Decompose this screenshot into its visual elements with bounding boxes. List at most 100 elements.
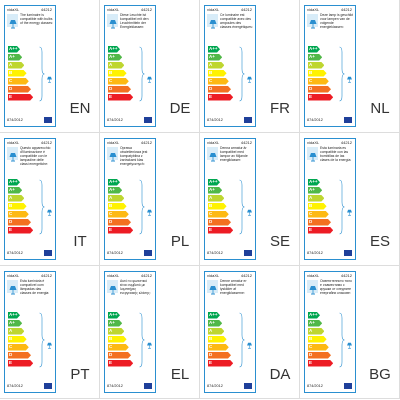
label-cell: vidaXL 44212 Esta luminaria es compatible …: [300, 133, 400, 266]
regulation: 874/2012: [207, 384, 223, 388]
energy-class: A+: [308, 187, 322, 194]
energy-label: vidaXL 44212 Ce luminaire est compatible a…: [204, 5, 256, 127]
lamp-icon: [108, 149, 118, 162]
energy-label: vidaXL 44212 Denne armatur er kompatibel m…: [204, 271, 256, 393]
energy-class: D: [208, 86, 231, 93]
brace: [39, 312, 45, 368]
regulation: 874/2012: [7, 384, 23, 388]
energy-class: A++: [208, 46, 220, 53]
brand: vidaXL: [207, 6, 220, 12]
energy-label: vidaXL 44212 Diese Leuchte ist kompatibel …: [104, 5, 156, 127]
brace: [139, 46, 145, 102]
energy-class: D: [208, 352, 231, 359]
language-code: NL: [370, 100, 390, 117]
label-cell: vidaXL 44212 Ce luminaire est compatible a…: [200, 0, 300, 133]
language-code: FR: [270, 100, 290, 117]
energy-class: E: [208, 94, 233, 101]
energy-class: B: [208, 70, 227, 77]
description: Esta luminária é compatível com lâmpadas…: [20, 279, 50, 295]
regulation: 874/2012: [307, 118, 323, 122]
eu-flag: [244, 383, 252, 389]
energy-class: A++: [308, 46, 320, 53]
energy-class: D: [108, 352, 131, 359]
regulation: 874/2012: [7, 118, 23, 122]
energy-class: D: [308, 86, 331, 93]
energy-class: C: [208, 344, 229, 351]
label-cell: vidaXL 44212 Diese Leuchte ist kompatibel …: [100, 0, 200, 133]
energy-class: D: [8, 219, 31, 226]
eu-flag: [144, 383, 152, 389]
model: 44212: [40, 6, 52, 12]
brand: vidaXL: [107, 272, 120, 278]
language-code: BG: [369, 366, 391, 383]
energy-class: A++: [8, 179, 20, 186]
regulation: 874/2012: [107, 118, 123, 122]
energy-class: C: [208, 211, 229, 218]
lamp-icon: [108, 282, 118, 295]
energy-class: E: [308, 227, 333, 234]
description: Αυτό το φωτιστικό είναι συμβατό με λαμπτ…: [120, 279, 151, 295]
energy-class: A+: [208, 320, 222, 327]
energy-class: E: [8, 360, 33, 367]
energy-class: A+: [8, 54, 22, 61]
energy-class: A++: [308, 312, 320, 319]
energy-class: B: [208, 203, 227, 210]
energy-class: A: [308, 62, 324, 69]
language-code: ES: [369, 233, 390, 250]
lamp-icon: [246, 70, 253, 83]
brand: vidaXL: [307, 6, 320, 12]
language-code: EN: [69, 100, 91, 117]
energy-class: C: [308, 344, 329, 351]
description: Oprawa oświetleniowa jest kompatybilna z…: [120, 146, 148, 166]
model: 44212: [240, 6, 252, 12]
model: 44212: [240, 272, 252, 278]
brand: vidaXL: [7, 6, 20, 12]
brace: [39, 46, 45, 102]
energy-class: E: [8, 227, 33, 234]
lamp-icon: [8, 16, 18, 29]
energy-class: C: [108, 78, 129, 85]
language-code: PT: [70, 366, 90, 383]
label-cell: vidaXL 44212 Denne armatur er kompatibel m…: [200, 266, 300, 399]
lamp-icon: [146, 70, 153, 83]
energy-label: vidaXL 44212 Questo apparecchio d'illumina…: [4, 138, 56, 260]
energy-class: A: [8, 328, 24, 335]
energy-class: A: [208, 62, 224, 69]
lamp-icon: [246, 203, 253, 216]
model: 44212: [140, 139, 152, 145]
eu-flag: [344, 383, 352, 389]
energy-class: C: [8, 344, 29, 351]
energy-class: D: [108, 219, 131, 226]
label-cell: vidaXL 44212 The luminaire is compatible w…: [0, 0, 100, 133]
model: 44212: [40, 272, 52, 278]
regulation: 874/2012: [107, 251, 123, 255]
energy-class: C: [308, 78, 329, 85]
regulation: 874/2012: [307, 384, 323, 388]
lamp-icon: [346, 70, 353, 83]
description: Esta luminaria es compatible con las bom…: [320, 146, 352, 162]
energy-class: B: [308, 336, 327, 343]
lamp-icon: [308, 149, 318, 162]
lamp-icon: [46, 336, 53, 349]
label-cell: vidaXL 44212 Осветителното тяло е съвмести…: [300, 266, 400, 399]
energy-label: vidaXL 44212 Deze lamp is geschikt voor la…: [304, 5, 356, 127]
model: 44212: [240, 139, 252, 145]
language-code: EL: [170, 366, 190, 383]
energy-class: A: [208, 328, 224, 335]
brace: [339, 312, 345, 368]
lamp-icon: [146, 336, 153, 349]
brace: [39, 179, 45, 235]
energy-class: D: [8, 86, 31, 93]
energy-class: C: [208, 78, 229, 85]
label-cell: vidaXL 44212 Denna armatur är kompatibel m…: [200, 133, 300, 266]
brand: vidaXL: [107, 6, 120, 12]
energy-class: A+: [108, 187, 122, 194]
energy-class: A++: [108, 46, 120, 53]
energy-class: B: [8, 70, 27, 77]
lamp-icon: [8, 282, 18, 295]
model: 44212: [40, 139, 52, 145]
energy-class: E: [308, 360, 333, 367]
energy-class: D: [308, 219, 331, 226]
energy-label: vidaXL 44212 Αυτό το φωτιστικό είναι συμβα…: [104, 271, 156, 393]
energy-class: A+: [308, 54, 322, 61]
